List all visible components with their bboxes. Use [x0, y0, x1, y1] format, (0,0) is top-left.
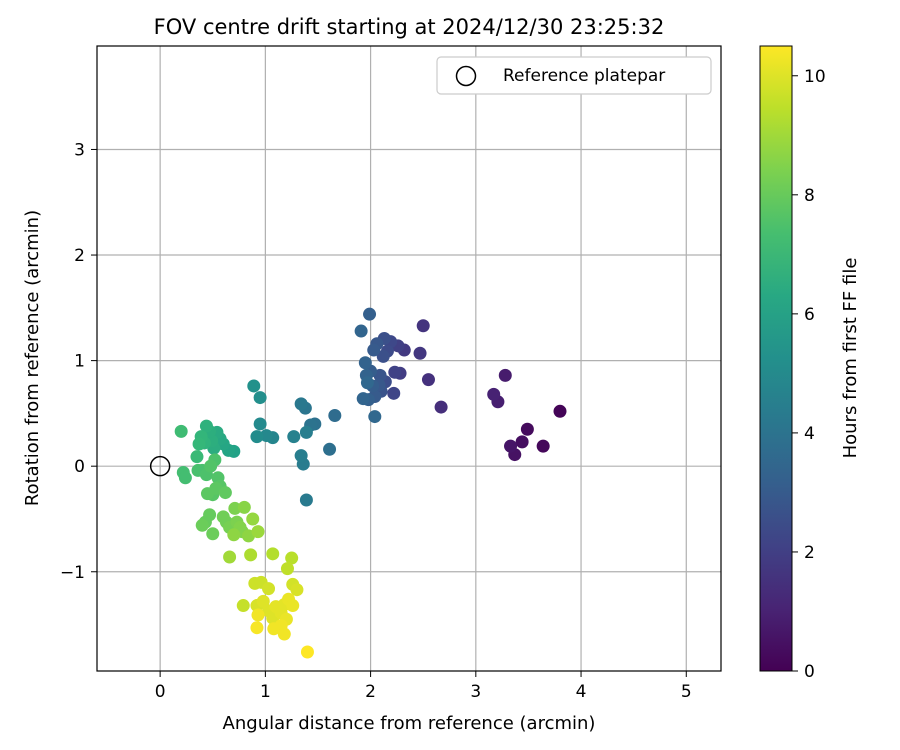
- data-point: [300, 645, 314, 659]
- x-tick-label: 5: [681, 682, 692, 702]
- x-tick-label: 4: [576, 682, 587, 702]
- data-point: [285, 551, 299, 565]
- data-point: [259, 429, 273, 443]
- data-point: [256, 594, 270, 608]
- legend: Reference platepar: [436, 56, 712, 95]
- data-point: [416, 319, 430, 333]
- data-point: [367, 343, 381, 357]
- chart-title: FOV centre drift starting at 2024/12/30 …: [154, 15, 665, 39]
- data-point: [250, 621, 264, 635]
- data-point: [174, 424, 188, 438]
- data-point: [356, 392, 370, 406]
- data-point: [553, 404, 567, 418]
- data-point: [368, 410, 382, 424]
- data-point: [413, 346, 427, 360]
- data-point: [218, 486, 232, 500]
- data-point: [504, 439, 518, 453]
- data-point: [354, 324, 368, 338]
- colorbar-tick-label: 6: [804, 305, 815, 325]
- data-point: [498, 368, 512, 382]
- data-point: [434, 400, 448, 414]
- x-tick-label: 0: [155, 682, 166, 702]
- colorbar-tick-label: 4: [804, 424, 815, 444]
- y-tick-label: 3: [74, 140, 85, 160]
- x-tick-label: 1: [260, 682, 271, 702]
- colorbar-frame: [759, 45, 793, 672]
- y-tick-label: 2: [74, 246, 85, 266]
- data-point: [487, 387, 501, 401]
- legend-entry-reference-platepar: Reference platepar: [503, 66, 665, 86]
- grid-lines: [97, 46, 721, 671]
- data-points: [174, 307, 567, 659]
- data-point: [262, 582, 276, 596]
- data-point: [421, 373, 435, 387]
- data-point: [206, 527, 220, 541]
- data-point: [253, 417, 267, 431]
- colorbar-gradient: [760, 46, 792, 671]
- colorbar-tick-label: 2: [804, 543, 815, 563]
- data-point: [204, 459, 218, 473]
- data-point: [294, 397, 308, 411]
- data-point: [227, 528, 241, 542]
- data-point: [246, 512, 260, 526]
- data-point: [387, 386, 401, 400]
- data-point: [323, 442, 337, 456]
- data-point: [190, 450, 204, 464]
- data-point: [299, 493, 313, 507]
- colorbar: 0 2 4 6 8 10 Hours from first FF file: [759, 45, 861, 682]
- data-point: [277, 627, 291, 641]
- data-point: [520, 422, 534, 436]
- colorbar-label: Hours from first FF file: [840, 258, 861, 459]
- data-point: [199, 419, 213, 433]
- data-point: [536, 439, 550, 453]
- data-point: [253, 391, 267, 405]
- data-point: [244, 548, 258, 562]
- data-point: [280, 562, 294, 576]
- data-point: [251, 525, 265, 539]
- x-axis-label: Angular distance from reference (arcmin): [223, 713, 596, 734]
- data-point: [247, 379, 261, 393]
- data-point: [250, 430, 264, 444]
- data-point: [290, 583, 304, 597]
- data-point: [237, 500, 251, 514]
- data-point: [358, 356, 372, 370]
- data-point: [287, 430, 301, 444]
- data-point: [376, 349, 390, 363]
- x-axis-ticks: 0 1 2 3 4 5: [155, 671, 692, 702]
- data-point: [192, 437, 206, 451]
- reference-platepar-marker: [149, 455, 171, 477]
- x-tick-label: 3: [470, 682, 481, 702]
- y-axis-ticks: −1 0 1 2 3: [60, 140, 97, 583]
- data-point: [299, 425, 313, 439]
- legend-open-circle-icon: [455, 65, 477, 87]
- data-point: [195, 518, 209, 532]
- data-point: [388, 365, 402, 379]
- data-point: [251, 608, 265, 622]
- data-point: [360, 376, 374, 390]
- data-point: [266, 547, 280, 561]
- x-tick-label: 2: [365, 682, 376, 702]
- colorbar-tick-label: 8: [804, 186, 815, 206]
- data-point: [178, 471, 192, 485]
- legend-box: [436, 56, 712, 95]
- data-point: [515, 435, 529, 449]
- y-tick-label: 0: [74, 457, 85, 477]
- data-point: [223, 550, 237, 564]
- colorbar-ticks: 0 2 4 6 8 10: [792, 67, 826, 682]
- y-tick-label: 1: [74, 352, 85, 372]
- data-point: [286, 599, 300, 613]
- data-point: [328, 409, 342, 423]
- data-point: [294, 449, 308, 463]
- colorbar-tick-label: 0: [804, 662, 815, 682]
- data-point: [236, 599, 250, 613]
- y-tick-label: −1: [60, 563, 85, 583]
- plot-frame: [96, 45, 722, 672]
- colorbar-tick-label: 10: [804, 67, 826, 87]
- data-point: [363, 307, 377, 321]
- data-point: [228, 501, 242, 515]
- y-axis-label: Rotation from reference (arcmin): [22, 210, 43, 506]
